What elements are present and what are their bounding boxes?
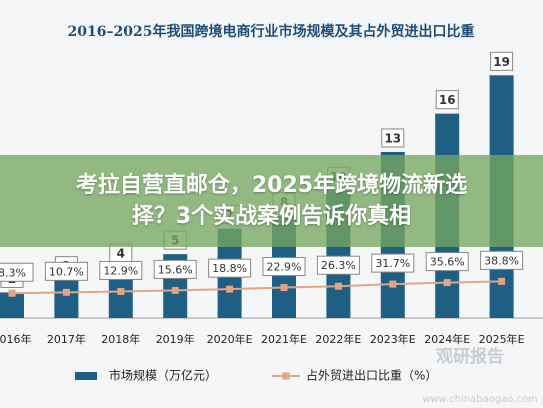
line-value-label: 26.3% (321, 259, 356, 272)
line-marker (389, 280, 397, 288)
label-box (99, 260, 143, 280)
label-box (490, 51, 514, 71)
label-box (381, 128, 405, 148)
overlay-text: 考拉自营直邮仓，2025年跨境物流新选择？3个实战案例告诉你真相 (75, 173, 468, 229)
bar (54, 279, 79, 318)
x-tick-label: 2022年E (315, 332, 361, 346)
label-box (262, 257, 306, 277)
line-marker (280, 284, 288, 292)
line-value-label: 8.3% (0, 266, 26, 279)
line-value-label: 31.7% (375, 257, 410, 270)
label-box (44, 261, 88, 281)
line-value-label: 22.9% (267, 261, 302, 274)
line-marker (8, 289, 16, 297)
line-value-label: 10.7% (49, 265, 84, 278)
x-tick-label: 2016年 (0, 332, 32, 346)
line (11, 280, 502, 295)
line-marker (334, 282, 342, 290)
label-box (0, 262, 34, 282)
chart-title: 2016–2025年我国跨境电商行业市场规模及其占外贸进出口比重 (68, 23, 475, 40)
line-marker (443, 279, 451, 287)
line-value-label: 38.8% (484, 254, 519, 267)
x-tick-label: 2021年E (261, 332, 307, 346)
line-value-label: 35.6% (430, 256, 465, 269)
x-tick-label: 2020年E (207, 332, 253, 346)
label-box (371, 253, 415, 273)
line-marker (171, 286, 179, 294)
x-tick-label: 2025年E (479, 332, 525, 346)
line-marker (62, 288, 70, 296)
watermark: 观研报告 (435, 346, 504, 367)
x-tick-label: 2017年 (47, 332, 86, 346)
x-tick-label: 2024年E (424, 332, 470, 346)
watermark-url: www.chinabaogao.com (422, 394, 537, 405)
line-value-label: 18.8% (212, 262, 247, 275)
bar-value-label: 16 (439, 93, 456, 107)
label-box (480, 250, 524, 270)
line-marker (498, 277, 506, 285)
bar-value-label: 19 (493, 55, 510, 69)
bar-value-label: 4 (117, 246, 125, 260)
label-box (425, 252, 469, 272)
legend-swatch (75, 372, 97, 380)
label-box (316, 255, 360, 275)
overlay-banner: 考拉自营直邮仓，2025年跨境物流新选择？3个实战案例告诉你真相 (0, 155, 543, 247)
legend-marker (282, 372, 290, 380)
x-tick-label: 2018年 (101, 332, 140, 346)
line-marker (117, 287, 125, 295)
x-tick-label: 2023年E (370, 332, 416, 346)
label-box (208, 258, 252, 278)
legend-label: 市场规模（万亿元） (109, 368, 217, 383)
label-box (153, 259, 197, 279)
legend-label: 占外贸进出口比重（%） (306, 368, 437, 383)
line-value-label: 12.9% (103, 264, 138, 277)
bar-value-label: 13 (384, 131, 401, 145)
line-value-label: 15.6% (158, 263, 193, 276)
line-marker (226, 285, 234, 293)
label-box (435, 90, 459, 110)
x-tick-label: 2019年 (156, 332, 195, 346)
